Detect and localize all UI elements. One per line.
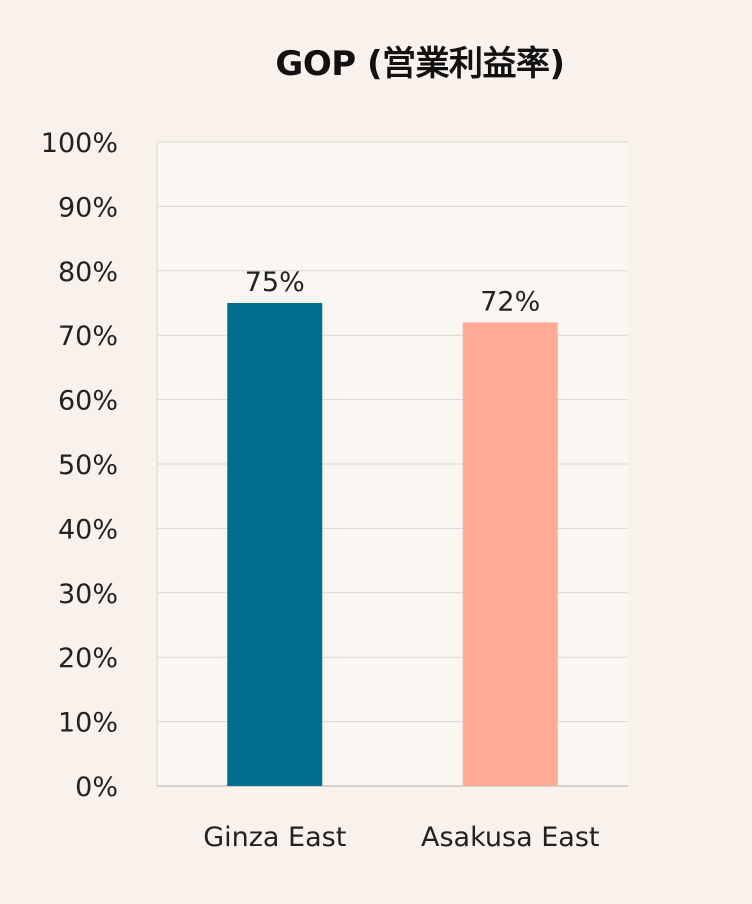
x-tick-label: Ginza East	[203, 822, 346, 853]
y-tick-label: 50%	[58, 450, 118, 481]
y-tick-label: 80%	[58, 257, 118, 288]
chart-title: GOP (営業利益率)	[275, 44, 565, 84]
data-label: 72%	[480, 286, 540, 317]
y-tick-label: 70%	[58, 321, 118, 352]
y-tick-label: 20%	[58, 643, 118, 674]
y-tick-label: 100%	[41, 128, 118, 159]
y-tick-label: 10%	[58, 708, 118, 739]
bar	[462, 322, 558, 786]
y-tick-label: 60%	[58, 386, 118, 417]
y-tick-label: 90%	[58, 192, 118, 223]
bar	[227, 303, 323, 786]
data-label: 75%	[245, 267, 305, 298]
y-tick-label: 0%	[75, 772, 118, 803]
y-tick-label: 40%	[58, 514, 118, 545]
y-tick-label: 30%	[58, 579, 118, 610]
x-tick-label: Asakusa East	[421, 822, 599, 853]
